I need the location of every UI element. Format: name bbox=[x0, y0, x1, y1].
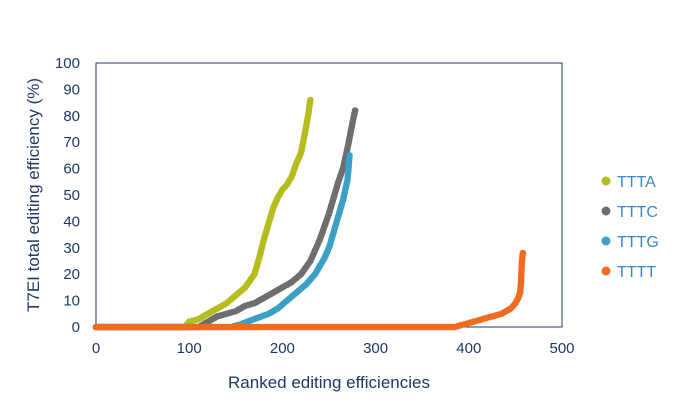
x-tick-label: 0 bbox=[92, 340, 100, 357]
legend-label: TTTT bbox=[617, 264, 656, 281]
legend-item-tttt: TTTT bbox=[601, 264, 656, 281]
x-tick-label: 100 bbox=[177, 340, 202, 357]
y-axis-title: T7EI total editing efficiency (%) bbox=[24, 78, 43, 312]
series-tttc bbox=[92, 107, 359, 331]
y-tick-label: 10 bbox=[63, 293, 80, 310]
plot-area-border bbox=[95, 62, 563, 328]
y-tick-label: 30 bbox=[63, 240, 80, 257]
y-tick-label: 60 bbox=[63, 161, 80, 178]
data-point bbox=[519, 249, 527, 257]
y-tick-label: 20 bbox=[63, 266, 80, 283]
x-axis-title: Ranked editing efficiencies bbox=[228, 373, 430, 392]
y-axis-ticks: 0 10 20 30 40 50 60 70 80 90 100 bbox=[55, 55, 80, 336]
data-point bbox=[307, 96, 314, 104]
y-tick-label: 50 bbox=[63, 187, 80, 204]
legend: TTTA TTTC TTTG TTTT bbox=[601, 174, 659, 281]
series-tttt bbox=[92, 249, 527, 331]
data-point bbox=[346, 152, 353, 159]
x-axis-ticks: 0 100 200 300 400 500 bbox=[92, 340, 575, 357]
y-tick-label: 90 bbox=[63, 81, 80, 98]
x-tick-label: 500 bbox=[549, 340, 574, 357]
x-tick-label: 200 bbox=[270, 340, 295, 357]
series-ttta bbox=[92, 96, 314, 331]
data-points bbox=[92, 96, 527, 331]
data-point bbox=[351, 107, 359, 114]
x-tick-label: 300 bbox=[363, 340, 388, 357]
legend-label: TTTC bbox=[617, 204, 658, 221]
legend-item-ttta: TTTA bbox=[601, 174, 656, 191]
legend-marker bbox=[601, 176, 611, 186]
legend-marker bbox=[601, 206, 611, 216]
legend-label: TTTA bbox=[617, 174, 656, 191]
legend-label: TTTG bbox=[617, 234, 659, 251]
y-tick-label: 70 bbox=[63, 134, 80, 151]
y-tick-label: 80 bbox=[63, 108, 80, 125]
legend-item-tttg: TTTG bbox=[601, 234, 659, 251]
y-tick-label: 100 bbox=[55, 55, 80, 72]
y-tick-label: 0 bbox=[72, 319, 80, 336]
legend-item-tttc: TTTC bbox=[601, 204, 658, 221]
y-tick-label: 40 bbox=[63, 213, 80, 230]
x-tick-label: 400 bbox=[456, 340, 481, 357]
legend-marker bbox=[601, 236, 611, 246]
legend-marker bbox=[601, 266, 611, 276]
